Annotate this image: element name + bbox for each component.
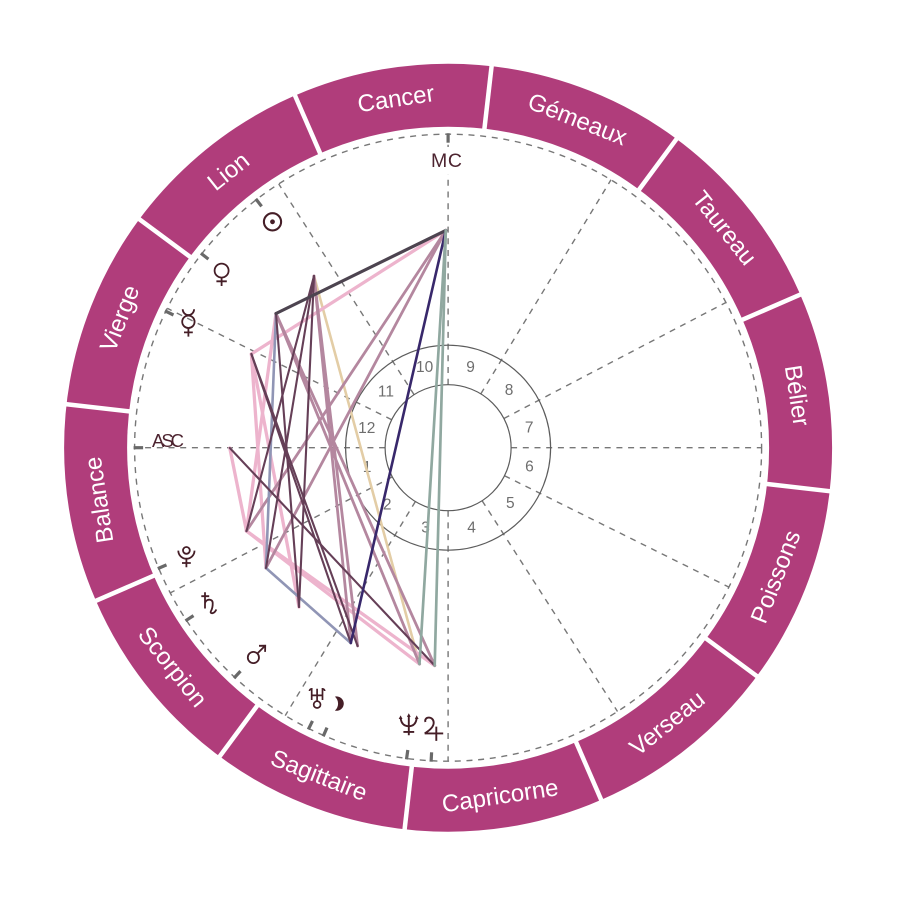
svg-text:3: 3 (421, 520, 430, 537)
svg-text:12: 12 (358, 420, 375, 437)
svg-text:10: 10 (416, 359, 434, 376)
svg-text:7: 7 (525, 419, 534, 436)
svg-text:MC: MC (431, 150, 462, 172)
svg-text:4: 4 (467, 519, 476, 536)
svg-text:8: 8 (505, 382, 514, 399)
svg-text:5: 5 (506, 495, 515, 512)
svg-text:6: 6 (525, 458, 534, 475)
svg-text:9: 9 (466, 359, 475, 376)
svg-text:11: 11 (378, 384, 394, 401)
svg-text:ASC: ASC (152, 430, 184, 451)
svg-text:2: 2 (383, 496, 392, 513)
